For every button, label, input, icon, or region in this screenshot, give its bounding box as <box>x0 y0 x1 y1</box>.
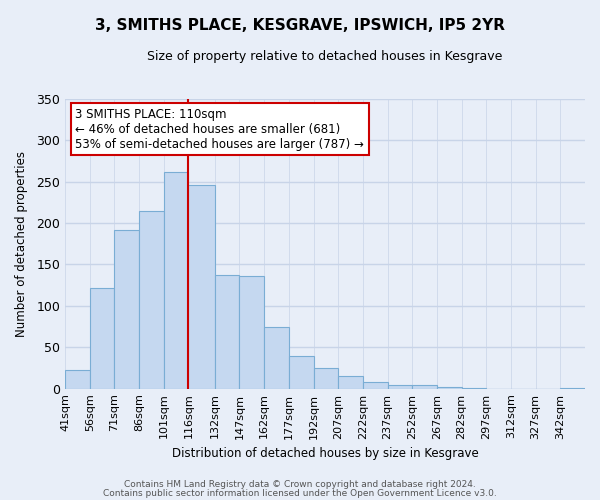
Text: Contains public sector information licensed under the Open Government Licence v3: Contains public sector information licen… <box>103 488 497 498</box>
Bar <box>264 326 289 388</box>
Bar <box>164 172 188 388</box>
Bar <box>314 368 338 388</box>
X-axis label: Distribution of detached houses by size in Kesgrave: Distribution of detached houses by size … <box>172 447 478 460</box>
Bar <box>188 185 215 388</box>
Bar <box>412 386 437 388</box>
Bar <box>289 356 314 388</box>
Title: Size of property relative to detached houses in Kesgrave: Size of property relative to detached ho… <box>148 50 503 63</box>
Bar <box>215 275 239 388</box>
Bar <box>437 387 461 388</box>
Bar <box>139 212 164 388</box>
Text: 3 SMITHS PLACE: 110sqm
← 46% of detached houses are smaller (681)
53% of semi-de: 3 SMITHS PLACE: 110sqm ← 46% of detached… <box>76 108 364 150</box>
Bar <box>338 376 363 388</box>
Text: Contains HM Land Registry data © Crown copyright and database right 2024.: Contains HM Land Registry data © Crown c… <box>124 480 476 489</box>
Bar <box>65 370 90 388</box>
Y-axis label: Number of detached properties: Number of detached properties <box>15 151 28 337</box>
Bar <box>388 384 412 388</box>
Text: 3, SMITHS PLACE, KESGRAVE, IPSWICH, IP5 2YR: 3, SMITHS PLACE, KESGRAVE, IPSWICH, IP5 … <box>95 18 505 32</box>
Bar <box>239 276 264 388</box>
Bar <box>363 382 388 388</box>
Bar <box>90 288 115 388</box>
Bar <box>115 230 139 388</box>
